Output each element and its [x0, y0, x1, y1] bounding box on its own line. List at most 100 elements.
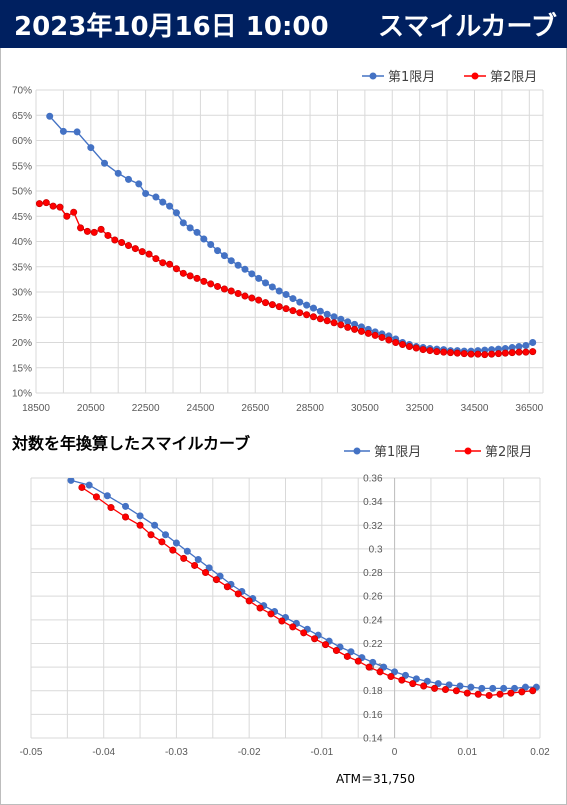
data-point: [412, 675, 420, 683]
data-point: [419, 346, 427, 354]
data-point: [186, 272, 194, 280]
data-point: [433, 348, 441, 356]
y-tick-label: 0.36: [363, 474, 383, 485]
data-point: [220, 252, 228, 260]
data-point: [354, 657, 362, 665]
data-point: [193, 274, 201, 282]
data-point: [332, 647, 340, 655]
data-point: [488, 350, 496, 358]
data-point: [529, 338, 537, 346]
data-point: [268, 283, 276, 291]
data-point: [169, 546, 177, 554]
data-point: [508, 349, 516, 357]
y-tick-label: 55%: [12, 161, 32, 172]
data-point: [522, 348, 530, 356]
data-point: [405, 343, 413, 351]
data-point: [59, 127, 67, 135]
data-point: [452, 687, 460, 695]
data-point: [500, 684, 508, 692]
x-tick-label: 36500: [515, 403, 543, 414]
y-tick-label: 0.16: [363, 710, 383, 721]
data-point: [200, 235, 208, 243]
data-point: [474, 690, 482, 698]
data-point: [399, 341, 407, 349]
data-point: [131, 245, 139, 253]
data-point: [111, 236, 119, 244]
y-tick-label: 0.3: [369, 544, 383, 555]
data-point: [35, 200, 43, 208]
data-point: [434, 680, 442, 688]
data-point: [507, 689, 515, 697]
data-point: [152, 193, 160, 201]
data-point: [118, 239, 126, 247]
data-point: [122, 513, 130, 521]
data-point: [179, 219, 187, 227]
data-point: [303, 301, 311, 309]
data-point: [193, 228, 201, 236]
data-point: [114, 169, 122, 177]
data-point: [456, 682, 464, 690]
data-point: [151, 521, 159, 529]
data-point: [409, 680, 417, 688]
data-point: [179, 269, 187, 277]
data-point: [351, 325, 359, 333]
legend-label: 第2限月: [485, 445, 532, 460]
data-point: [186, 224, 194, 232]
data-point: [46, 112, 54, 120]
data-point: [205, 564, 213, 572]
y-tick-label: 25%: [12, 313, 32, 324]
y-tick-label: 50%: [12, 187, 32, 198]
y-tick-label: 30%: [12, 288, 32, 299]
data-point: [262, 279, 270, 287]
y-tick-label: 60%: [12, 136, 32, 147]
data-point: [401, 671, 409, 679]
data-point: [481, 351, 489, 359]
data-point: [268, 301, 276, 309]
data-point: [303, 311, 311, 319]
data-point: [166, 202, 174, 210]
data-point: [87, 144, 95, 152]
data-point: [478, 684, 486, 692]
data-point: [385, 336, 393, 344]
data-point: [529, 348, 537, 356]
data-point: [241, 265, 249, 273]
y-tick-label: 45%: [12, 212, 32, 223]
x-tick-label: 34500: [461, 403, 489, 414]
data-point: [214, 282, 222, 290]
data-point: [202, 569, 210, 577]
data-point: [92, 493, 100, 501]
header-bar: 2023年10月16日 10:00 スマイルカーブ: [0, 0, 567, 48]
data-point: [278, 617, 286, 625]
data-point: [309, 304, 317, 312]
data-point: [138, 248, 146, 256]
data-point: [440, 348, 448, 356]
header-subtitle: スマイルカーブ: [378, 12, 557, 42]
data-point: [83, 227, 91, 235]
x-tick-label: -0.01: [310, 747, 333, 758]
data-point: [364, 329, 372, 337]
data-point: [248, 294, 256, 302]
data-point: [453, 349, 461, 357]
header-title: 2023年10月16日 10:00: [14, 12, 329, 42]
series-line: [70, 479, 537, 690]
data-point: [380, 663, 388, 671]
data-point: [101, 159, 109, 167]
data-point: [344, 323, 352, 331]
data-point: [309, 313, 317, 321]
data-point: [296, 309, 304, 317]
data-point: [431, 684, 439, 692]
data-point: [227, 257, 235, 265]
x-tick-label: 22500: [132, 403, 160, 414]
data-point: [282, 305, 290, 313]
data-point: [234, 261, 242, 269]
data-point: [256, 604, 264, 612]
data-point: [78, 483, 86, 491]
data-point: [136, 521, 144, 529]
data-point: [255, 274, 263, 282]
x-tick-label: 26500: [241, 403, 269, 414]
data-point: [255, 296, 263, 304]
data-point: [67, 478, 75, 484]
data-point: [423, 677, 431, 685]
data-point: [289, 307, 297, 315]
data-point: [445, 681, 453, 689]
